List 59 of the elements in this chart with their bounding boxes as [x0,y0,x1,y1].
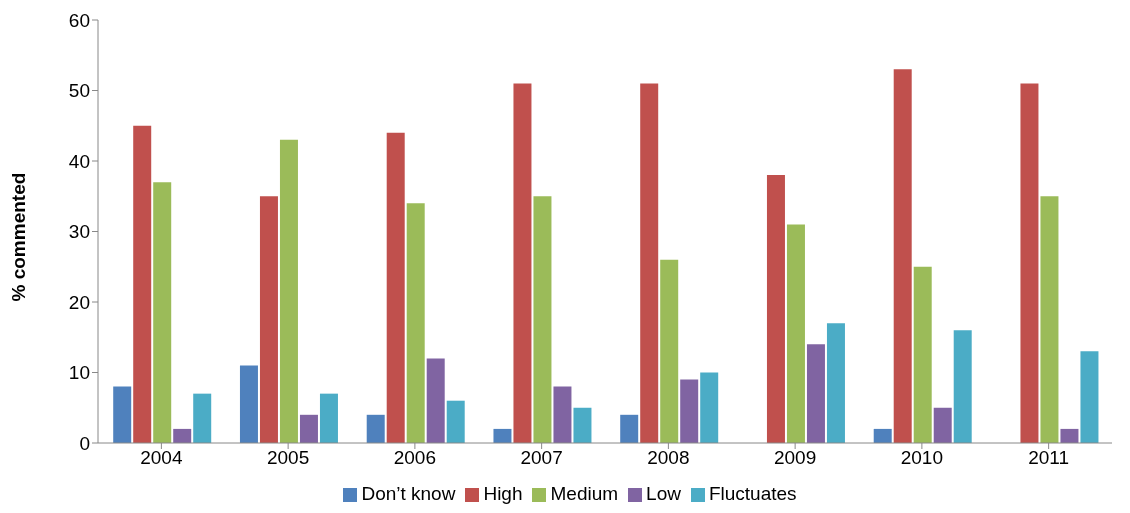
bar [1060,428,1079,443]
y-tick-label: 0 [79,432,90,454]
bar [553,386,572,443]
bar [786,224,805,443]
x-tick-label: 2008 [647,447,690,469]
bar [133,125,152,443]
bar [386,132,405,443]
bar [1040,196,1059,443]
x-tick-label: 2006 [393,447,437,469]
bar [239,365,258,443]
y-tick-label: 40 [68,150,90,172]
bar [893,69,912,443]
x-tick-label: 2004 [140,447,183,469]
bar [1020,83,1039,443]
bar [660,259,679,443]
bar [446,400,465,443]
bar [953,330,972,443]
bar [366,414,385,443]
bar [319,393,338,443]
bar [299,414,318,443]
y-tick-label: 50 [68,80,90,102]
bar [406,203,425,443]
bar [913,266,932,443]
bar [533,196,552,443]
bar [113,386,132,443]
bar [620,414,639,443]
bar [826,323,845,443]
legend-label: Medium [550,483,619,504]
legend-label: High [483,483,523,504]
bar [173,428,192,443]
bar [279,139,298,443]
bar [153,182,172,443]
x-tick-label: 2007 [520,447,563,469]
bar [513,83,532,443]
y-axis-title: % commented [7,172,29,302]
legend-label: Don’t know [361,483,456,504]
x-tick-label: 2009 [773,447,817,469]
x-tick-label: 2010 [900,447,944,469]
bar [680,379,699,443]
y-tick-label: 10 [68,362,90,384]
bar [259,196,278,443]
bar [640,83,659,443]
legend-label: Low [646,483,681,504]
bar [426,358,445,443]
bar [766,175,785,443]
y-tick-label: 30 [68,221,90,243]
bar [573,407,592,443]
x-tick-label: 2011 [1028,447,1070,469]
bar [806,344,825,443]
bar [700,372,719,443]
legend-label: Fluctuates [708,483,797,504]
x-tick-label: 2005 [266,447,310,469]
bar [493,428,512,443]
bar [193,393,212,443]
bar [933,407,952,443]
y-tick-label: 60 [68,9,90,31]
bar [873,428,892,443]
bar [1080,351,1099,443]
y-tick-label: 20 [68,291,90,313]
